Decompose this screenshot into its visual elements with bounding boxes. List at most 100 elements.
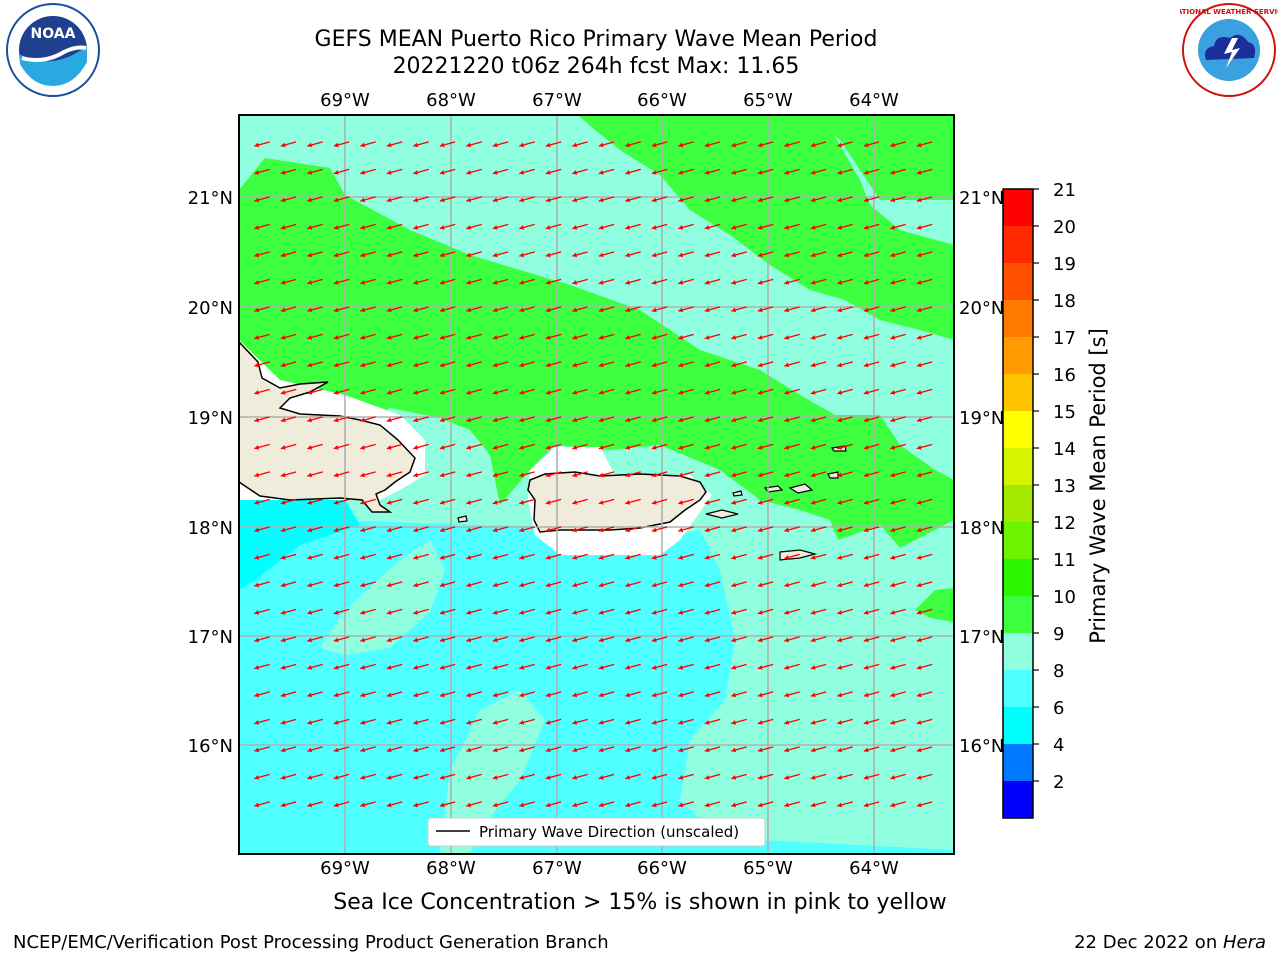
arrow-head [757,692,763,698]
arrow-head [890,335,896,340]
arrow-head [784,280,790,285]
arrow-head [731,472,737,478]
arrow-head [413,252,419,258]
arrow-head [307,362,313,368]
arrow-head [810,362,816,368]
arrow-head [810,500,816,505]
arrow-head [837,280,843,285]
arrow-head [731,665,737,670]
arrow-head [545,472,551,478]
arrow-head [863,692,869,698]
arrow-head [360,445,366,450]
arrow-head [492,197,498,203]
arrow-head [810,280,816,285]
arrow-head [704,775,710,780]
arrow-head [890,197,896,203]
arrow-head [837,225,843,230]
arrow-head [492,802,498,808]
arrow-head [413,280,419,285]
arrow-head [466,390,472,395]
arrow-head [280,747,286,753]
arrow-head [757,582,763,588]
arrow-head [837,582,843,588]
arrow-head [678,335,684,340]
arrow-head [625,417,631,423]
arrow-head [810,720,816,725]
lat-label-left: 17°N [188,627,233,648]
noaa-logo-text: NOAA [31,26,76,42]
arrow-head [757,170,763,175]
arrow-head [280,170,286,175]
arrow-head [360,527,366,533]
arrow-head [890,417,896,423]
arrow-head [916,142,922,148]
arrow-head [651,390,657,395]
arrow-head [466,637,472,643]
arrow-head [360,637,366,643]
arrow-head [731,417,737,423]
arrow-head [890,665,896,670]
arrow-head [386,527,392,533]
arrow-head [863,362,869,368]
arrow-head [810,252,816,258]
arrow-head [254,225,260,230]
arrow-head [519,417,525,423]
arrow-head [545,197,551,203]
arrow-head [678,170,684,175]
arrow-head [386,197,392,203]
arrow-head [545,362,551,368]
arrow-head [890,747,896,753]
colorbar-segment [1003,300,1033,337]
arrow-head [678,555,684,560]
arrow-head [625,445,631,450]
arrow-head [439,720,445,725]
arrow-head [890,142,896,148]
arrow-head [704,582,710,588]
arrow-head [916,170,922,175]
arrow-head [757,527,763,533]
arrow-head [254,720,260,725]
arrow-head [625,335,631,340]
arrow-head [598,665,604,670]
arrow-head [916,225,922,230]
arrow-head [572,747,578,753]
arrow-head [280,280,286,285]
arrow-head [810,610,816,615]
arrow-head [413,802,419,808]
arrow-head [280,335,286,340]
arrow-head [625,582,631,588]
arrow-head [837,445,843,450]
arrow-head [916,335,922,340]
arrow-head [890,555,896,560]
arrow-head [439,170,445,175]
arrow-head [757,500,763,505]
anegada-land [827,471,839,479]
arrow-head [280,445,286,450]
arrow-head [386,445,392,450]
lon-label-top: 65°W [743,90,793,111]
arrow-head [413,390,419,395]
arrow-head [307,720,313,725]
arrow-head [678,280,684,285]
arrow-head [280,472,286,478]
arrow-head [625,225,631,230]
arrow-head [439,527,445,533]
arrow-head [784,637,790,643]
arrow-head [492,665,498,670]
arrow-head [360,665,366,670]
arrow-head [678,692,684,698]
arrow-head [837,747,843,753]
colorbar-tick-label: 14 [1053,439,1076,460]
arrow-head [890,500,896,505]
colorbar-tick-label: 13 [1053,476,1076,497]
arrow-head [678,775,684,780]
arrow-head [890,472,896,478]
arrow-head [784,665,790,670]
arrow-head [598,582,604,588]
arrow-head [439,500,445,505]
arrow-head [598,362,604,368]
arrow-head [678,802,684,808]
arrow-head [837,335,843,340]
arrow-head [863,417,869,423]
arrow-head [386,555,392,560]
